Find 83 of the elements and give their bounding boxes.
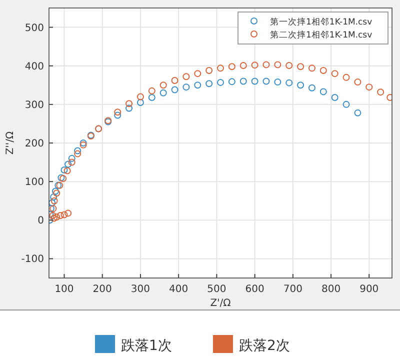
point [274, 61, 282, 68]
point [68, 154, 76, 162]
y-tick-label: 200 [24, 138, 44, 150]
point [64, 210, 72, 217]
y-tick-label: -100 [21, 254, 44, 266]
point [64, 160, 72, 168]
point [286, 62, 293, 69]
point [136, 99, 144, 106]
point [126, 100, 133, 108]
point [50, 194, 58, 200]
x-tick-label: 800 [321, 284, 341, 295]
y-tick-label: 100 [24, 177, 44, 188]
legend-label: 第二次摔1相邻1K-1M.csv [270, 30, 372, 40]
point [331, 70, 338, 78]
point [366, 84, 373, 91]
point [50, 205, 57, 212]
point [126, 104, 133, 112]
point [148, 94, 156, 101]
point [262, 78, 270, 85]
text: 跌落2次 [239, 338, 290, 354]
text: 跌落1次 [121, 338, 172, 354]
point [160, 89, 167, 96]
x-tick-label: 300 [130, 284, 150, 295]
point [56, 212, 64, 220]
point [251, 78, 258, 85]
x-tick-label: 900 [360, 284, 379, 295]
point [308, 64, 316, 72]
point [251, 62, 258, 69]
point [377, 88, 384, 96]
point [148, 87, 156, 94]
point [68, 158, 76, 166]
point [49, 212, 56, 220]
point [171, 77, 178, 84]
point [194, 70, 202, 78]
point [206, 66, 213, 74]
y-tick-label: 500 [24, 22, 44, 34]
point [74, 150, 82, 158]
point [320, 66, 327, 74]
point [274, 78, 282, 86]
point [206, 80, 213, 88]
point [320, 88, 327, 96]
point [342, 100, 350, 108]
x-tick-label: 600 [245, 284, 264, 295]
point [53, 214, 60, 221]
point [182, 73, 190, 80]
point [160, 82, 167, 89]
x-tick-label: 400 [169, 284, 188, 295]
point [114, 112, 122, 119]
point [182, 84, 190, 91]
point [297, 63, 304, 70]
point [74, 147, 82, 154]
point [114, 108, 122, 116]
x-axis-title: Z'/Ω [210, 298, 232, 309]
point [342, 74, 350, 81]
legend-label: 第一次摔1相邻1K-1M.csv [270, 16, 372, 28]
point [240, 78, 247, 85]
point [50, 214, 58, 222]
point [228, 78, 236, 86]
point [171, 86, 178, 94]
point [286, 79, 293, 86]
point [217, 64, 224, 72]
point [64, 167, 71, 174]
point [136, 93, 144, 100]
y-tick-label: 400 [24, 61, 44, 72]
point [354, 109, 362, 116]
y-tick-label: 0 [38, 216, 44, 227]
x-tick-label: 100 [54, 284, 74, 295]
point [354, 78, 362, 86]
y-axis-title: Z''/Ω [5, 130, 16, 155]
x-tick-label: 200 [92, 284, 112, 295]
y-tick-label: 300 [24, 100, 44, 111]
point [194, 82, 202, 89]
point [228, 63, 236, 70]
point [297, 82, 304, 89]
point [60, 166, 68, 174]
x-tick-label: 700 [283, 284, 302, 295]
point [60, 211, 68, 218]
point [262, 61, 270, 68]
point [217, 78, 224, 86]
x-tick-label: 500 [207, 284, 226, 295]
point [240, 62, 247, 69]
point [308, 84, 316, 92]
point [331, 94, 338, 101]
